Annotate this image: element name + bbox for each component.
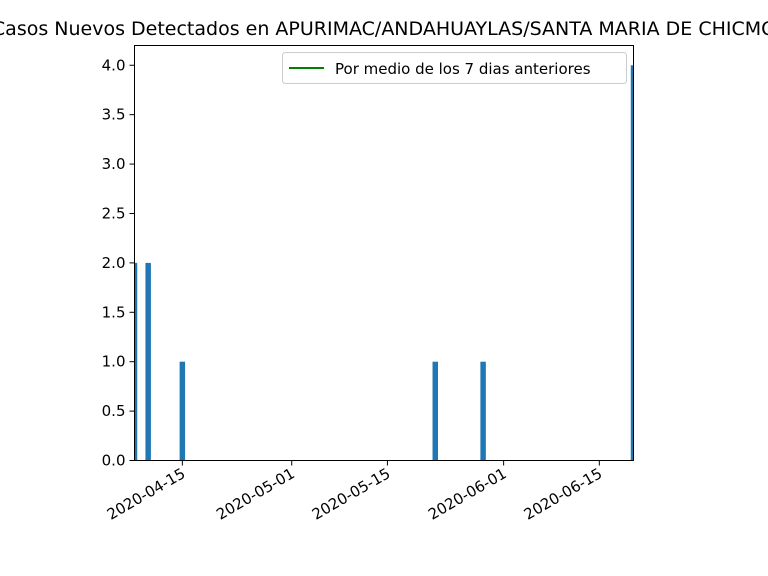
bar-2020-04-15	[179, 361, 186, 461]
x-tick-label: 2020-06-01	[425, 464, 510, 523]
bar-2020-04-10	[145, 262, 151, 461]
x-tick-label: 2020-06-15	[521, 464, 606, 523]
y-tick-label: 1.0	[102, 353, 126, 371]
y-tick-label: 1.5	[102, 303, 126, 321]
legend-box	[282, 52, 627, 84]
axes-frame	[134, 45, 634, 461]
y-tick-label: 4.0	[102, 56, 126, 74]
x-axis: 2020-04-15 2020-05-01 2020-05-15 2020-06-01…	[104, 460, 606, 524]
y-tick-label: 3.0	[102, 155, 126, 173]
bar-2020-04-08	[134, 262, 138, 461]
x-tick-label: 2020-05-15	[309, 464, 394, 523]
y-tick-label: 2.0	[102, 254, 126, 272]
y-axis: 0.0 0.5 1.0 1.5 2.0 2.5 3.0 3.5 4.0	[102, 56, 135, 470]
bar-2020-05-22	[432, 361, 439, 461]
y-tick-label: 0.5	[102, 402, 126, 420]
y-tick-label: 3.5	[102, 106, 126, 124]
legend-entry-label: Por medio de los 7 dias anteriores	[335, 60, 591, 78]
bars	[134, 65, 634, 461]
legend: Por medio de los 7 dias anteriores	[282, 52, 627, 84]
y-tick-label: 0.0	[102, 452, 126, 470]
bar-2020-06-20	[630, 65, 634, 461]
x-tick-label: 2020-04-15	[104, 464, 189, 523]
x-tick-label: 2020-05-01	[213, 464, 298, 523]
bar-2020-05-29	[480, 361, 486, 461]
chart-title: Casos Nuevos Detectados en APURIMAC/ANDA…	[0, 18, 768, 40]
y-tick-label: 2.5	[102, 204, 126, 222]
